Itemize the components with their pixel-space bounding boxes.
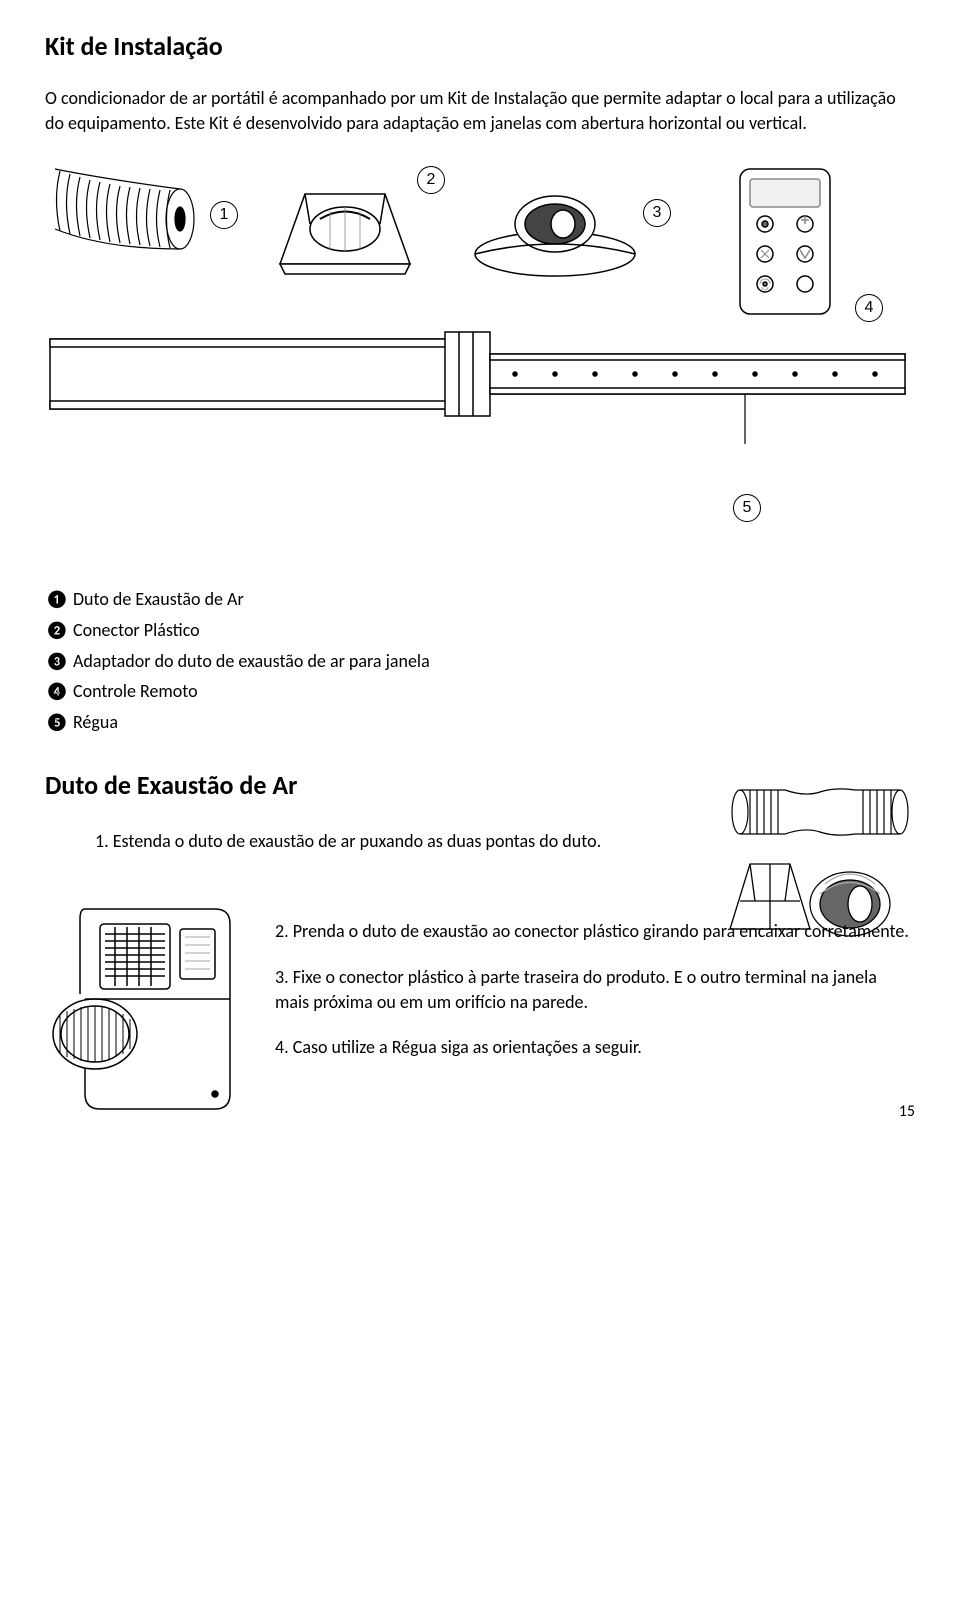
callout-1: 1 — [210, 201, 238, 229]
part-item-1: ❶ Duto de Exaustão de Ar — [45, 584, 915, 615]
parts-list: ❶ Duto de Exaustão de Ar ❷ Conector Plás… — [45, 584, 915, 737]
plastic-connector-icon — [275, 169, 415, 289]
kit-diagram: 1 2 3 — [45, 164, 915, 524]
step-1-row: 1. Estenda o duto de exaustão de ar puxa… — [45, 829, 915, 889]
section-header-row: Duto de Exaustão de Ar — [45, 769, 915, 801]
callout-5: 5 — [733, 494, 761, 522]
window-adapter-icon — [465, 184, 645, 284]
callout-3: 3 — [643, 199, 671, 227]
remote-control-icon — [735, 164, 835, 319]
step-2-4-row: 2. Prenda o duto de exaustão ao conector… — [45, 919, 915, 1099]
callout-4: 4 — [855, 294, 883, 322]
page-number: 15 — [899, 1102, 915, 1121]
intro-paragraph: O condicionador de ar portátil é acompan… — [45, 86, 915, 136]
part-item-3: ❸ Adaptador do duto de exaustão de ar pa… — [45, 646, 915, 677]
window-ruler-icon — [45, 324, 915, 444]
ac-unit-icon — [45, 899, 240, 1119]
page-title: Kit de Instalação — [45, 30, 915, 62]
part-item-5: ❺ Régua — [45, 707, 915, 738]
part-item-4: ❹ Controle Remoto — [45, 676, 915, 707]
callout-2: 2 — [417, 166, 445, 194]
exhaust-hose-icon — [45, 164, 225, 274]
part-item-2: ❷ Conector Plástico — [45, 615, 915, 646]
